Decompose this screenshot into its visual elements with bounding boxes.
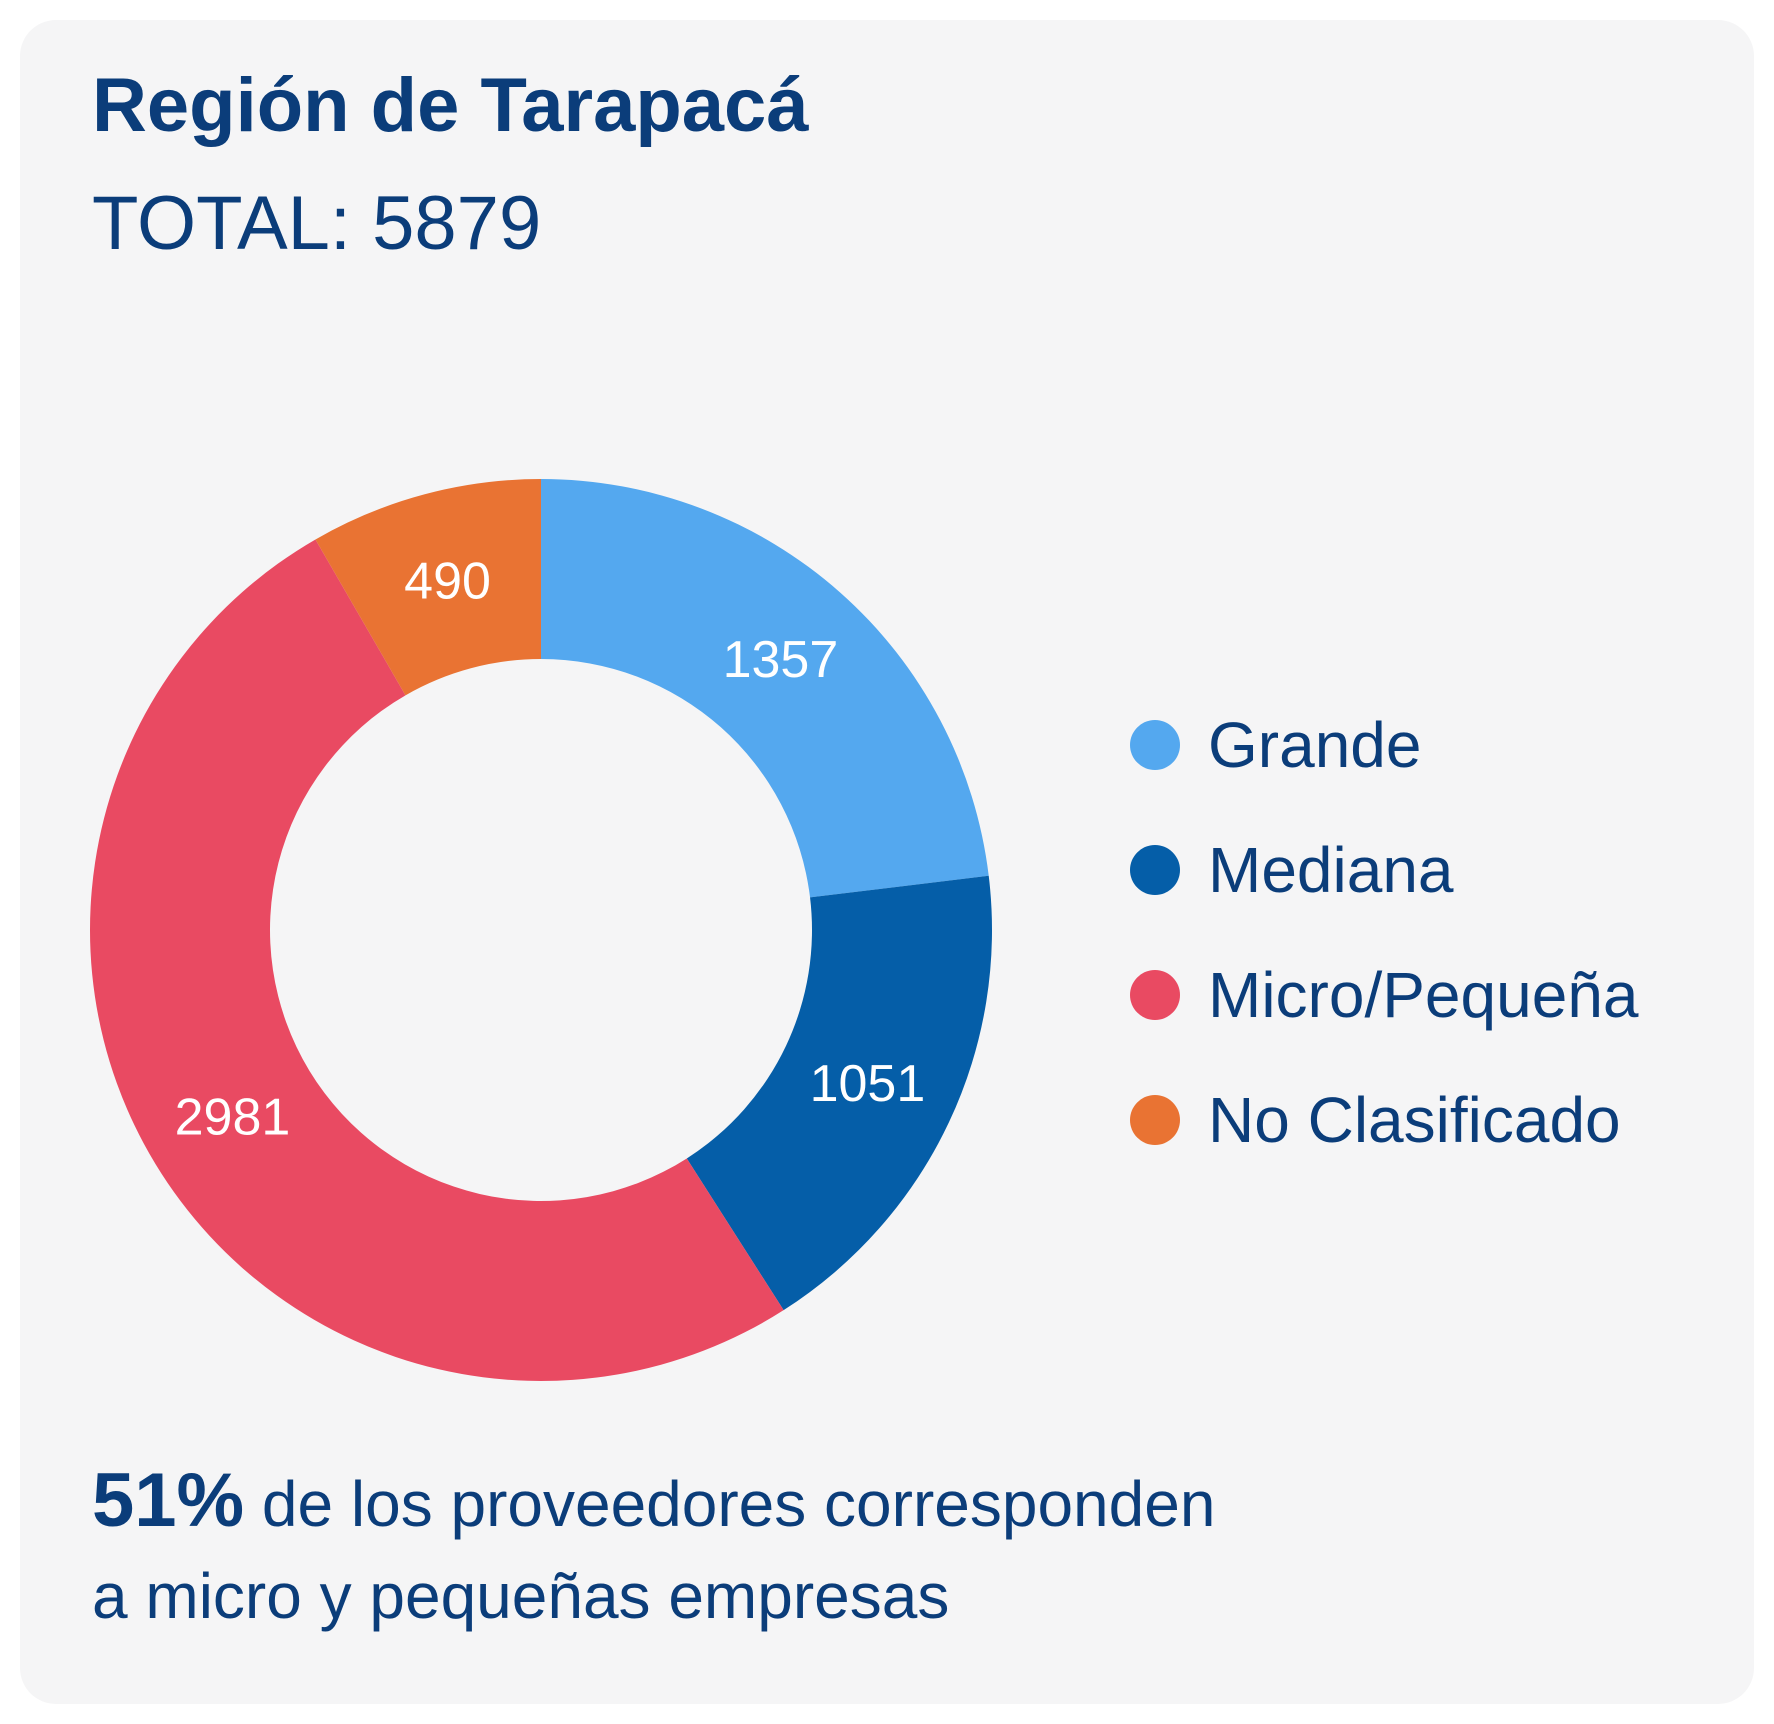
chart-title: Región de Tarapacá	[92, 63, 809, 148]
legend-label-grande: Grande	[1208, 709, 1422, 781]
slice-label-mediana: 1051	[810, 1055, 926, 1113]
legend-label-mediana: Mediana	[1208, 834, 1454, 906]
legend-item-mediana: Mediana	[1130, 825, 1454, 915]
footnote-line1: de los proveedores corresponden	[244, 1468, 1216, 1540]
footnote-highlight: 51%	[92, 1458, 245, 1543]
legend-label-micro-pequena: Micro/Pequeña	[1208, 959, 1639, 1031]
legend-item-micro-pequena: Micro/Pequeña	[1130, 950, 1638, 1040]
slice-no-clasificado	[315, 479, 541, 696]
legend-swatch-no-clasificado	[1130, 1095, 1180, 1145]
legend-swatch-micro-pequena	[1130, 970, 1180, 1020]
slice-label-grande: 1357	[723, 631, 839, 689]
legend-label-no-clasificado: No Clasificado	[1208, 1084, 1621, 1156]
total-count: TOTAL: 5879	[92, 181, 542, 266]
legend-swatch-mediana	[1130, 845, 1180, 895]
slice-mediana	[686, 875, 992, 1311]
legend-item-no-clasificado: No Clasificado	[1130, 1075, 1621, 1165]
donut-slice-labels: 1357 1051 2981 490	[175, 552, 926, 1146]
slice-grande	[541, 479, 989, 898]
slice-micro-pequena	[89, 539, 784, 1381]
slice-label-micro-pequena: 2981	[175, 1088, 291, 1146]
slice-label-no-clasificado: 490	[404, 552, 491, 610]
footnote: 51% de los proveedores corresponden a mi…	[92, 1455, 1592, 1642]
legend-item-grande: Grande	[1130, 700, 1421, 790]
footnote-line2: a micro y pequeñas empresas	[92, 1560, 950, 1632]
donut-slices	[89, 479, 992, 1381]
legend-swatch-grande	[1130, 720, 1180, 770]
